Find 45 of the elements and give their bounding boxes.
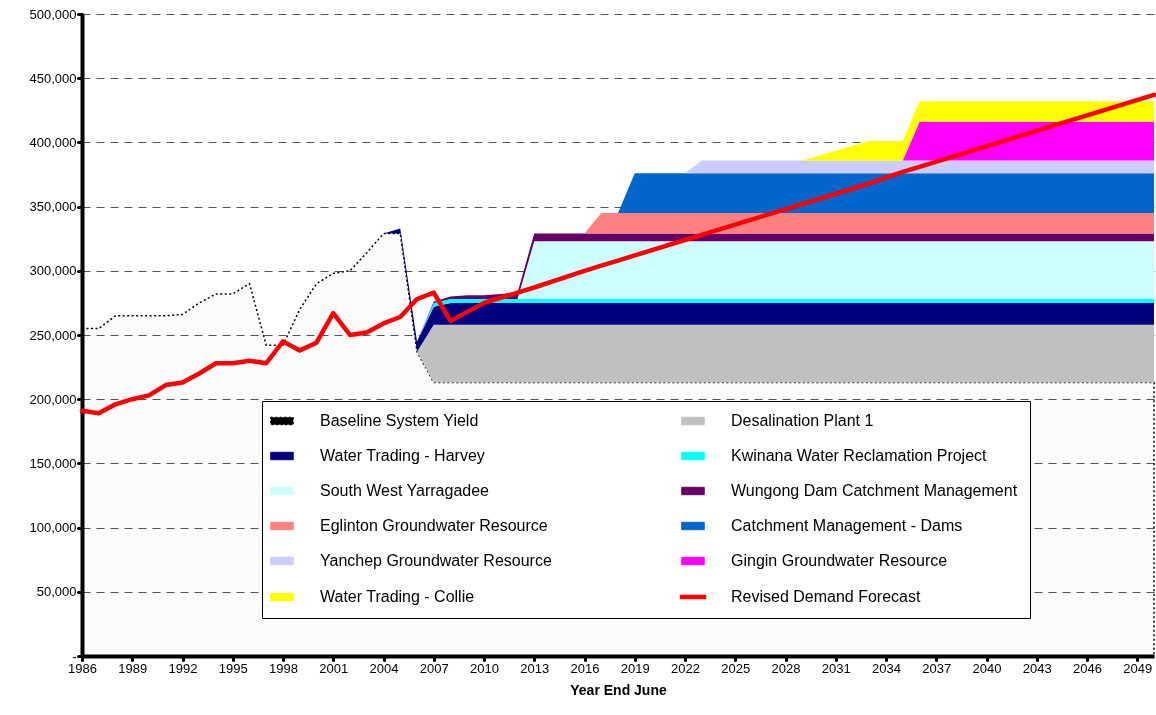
y-tick-label: 150,000 <box>29 455 77 471</box>
y-tick-label: 250,000 <box>29 327 77 343</box>
y-tick-label: 200,000 <box>29 391 77 407</box>
x-tick-label: 2040 <box>972 660 1002 676</box>
y-tick-label: 350,000 <box>29 199 77 215</box>
legend-label: Revised Demand Forecast <box>731 588 921 605</box>
x-tick-label: 2046 <box>1073 660 1102 676</box>
x-tick-label: 2004 <box>369 660 399 676</box>
x-tick-label: 1998 <box>269 660 298 676</box>
legend-label: Water Trading - Collie <box>320 588 475 605</box>
y-tick-label: 100,000 <box>29 520 77 536</box>
legend-label: Eglinton Groundwater Resource <box>320 517 548 534</box>
x-tick-label: 2016 <box>570 660 600 676</box>
x-tick-label: 2022 <box>671 660 700 676</box>
y-tick-label: 500,000 <box>29 6 77 22</box>
x-tick-label: 2028 <box>771 660 801 676</box>
x-tick-label: 2043 <box>1022 660 1052 676</box>
series-label: Wungong Dam Catchment Management <box>731 482 1018 499</box>
x-tick-label: 1992 <box>168 660 198 676</box>
x-tick-label: 2019 <box>620 660 650 676</box>
x-tick-label: 2010 <box>470 660 499 676</box>
x-tick-label: 2013 <box>520 660 550 676</box>
series-label: Desalination Plant 1 <box>731 412 874 429</box>
x-tick-label: 2007 <box>419 660 449 676</box>
x-tick-label: 1995 <box>218 660 248 676</box>
x-tick-label: 2001 <box>319 660 349 676</box>
legend-label: South West Yarragadee <box>320 482 490 499</box>
x-tick-label: 1989 <box>118 660 148 676</box>
legend-label: Water Trading - Harvey <box>320 447 485 464</box>
x-tick-label: 2037 <box>922 660 952 676</box>
series-label: Catchment Management - Dams <box>731 517 963 534</box>
x-tick-label: 2034 <box>872 660 901 676</box>
y-tick-label: 50,000 <box>36 584 77 600</box>
legend-label: Baseline System Yield <box>320 412 479 429</box>
y-tick-label: 400,000 <box>29 134 77 150</box>
x-tick-label: 2031 <box>821 660 851 676</box>
x-axis-title: Year End June <box>570 681 667 698</box>
x-tick-label: 2025 <box>721 660 751 676</box>
legend-label: Yanchep Groundwater Resource <box>320 552 552 569</box>
series-label: Kwinana Water Reclamation Project <box>731 447 988 464</box>
line-series <box>79 92 1156 416</box>
legend-label: Gingin Groundwater Resource <box>731 552 948 569</box>
x-tick-label: 2049 <box>1123 660 1153 676</box>
y-tick-label: 450,000 <box>29 70 77 86</box>
y-tick-label: 300,000 <box>29 263 77 279</box>
